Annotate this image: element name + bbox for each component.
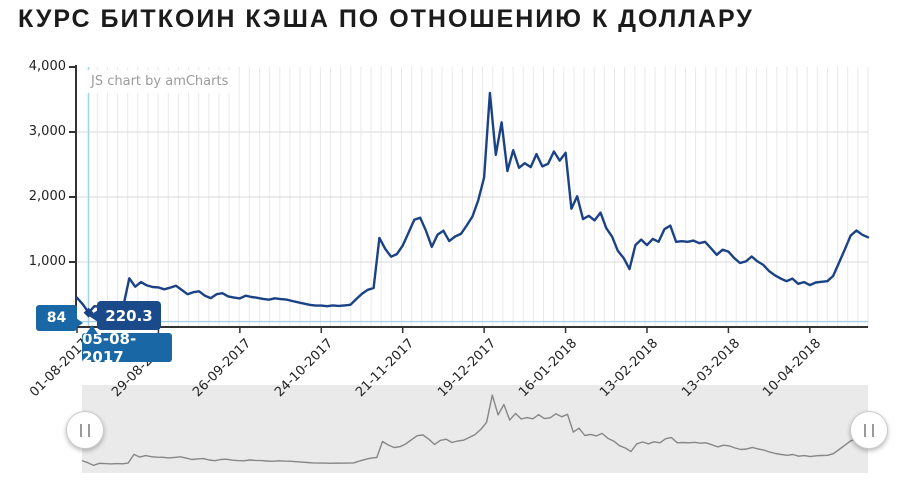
navigator-left-handle[interactable] [66,411,104,449]
price-line-series [75,91,870,314]
value-tooltip-balloon: 220.3 [89,301,161,330]
drag-grip-icon [864,423,874,437]
chart-plot-area[interactable] [77,67,868,327]
amcharts-watermark-link[interactable]: JS chart by amCharts [82,70,238,93]
drag-grip-icon [80,423,90,437]
y-axis-cursor-badge: 84 [36,305,83,331]
navigator-track[interactable] [82,385,868,473]
navigator-right-handle[interactable] [850,411,888,449]
page-title: КУРС БИТКОИН КЭША ПО ОТНОШЕНИЮ К ДОЛЛАРУ [18,5,754,33]
date-tooltip-balloon: 05-08-2017 [82,325,172,366]
navigator-series [81,394,869,467]
